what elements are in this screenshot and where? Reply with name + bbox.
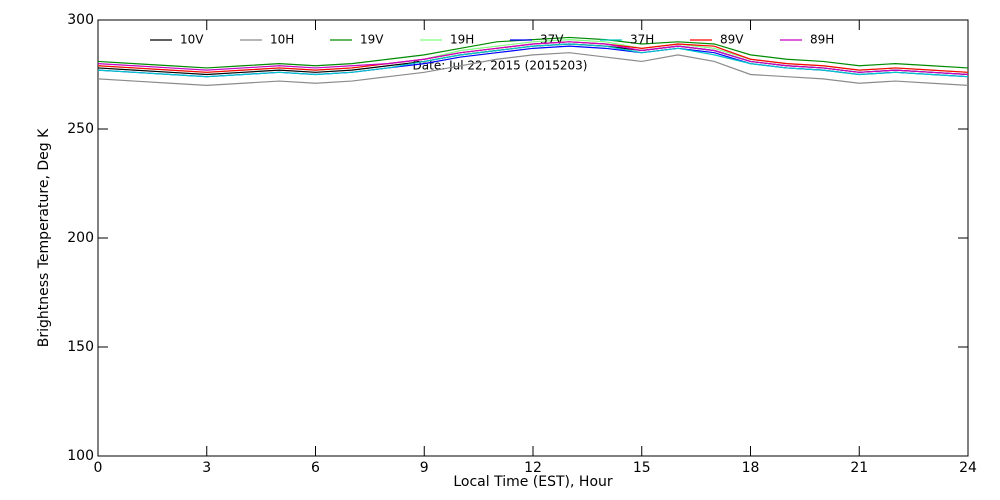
series-line (97, 52, 969, 87)
y-tick-label: 300 (67, 12, 94, 28)
x-tick-label: 0 (94, 460, 103, 476)
series-line (97, 36, 969, 69)
plot-frame (97, 19, 969, 457)
series-line (97, 41, 969, 76)
x-tick-label: 9 (420, 460, 429, 476)
y-tick-label: 150 (67, 339, 94, 355)
legend-label: 10H (270, 33, 294, 47)
legend-label: 89V (720, 33, 744, 47)
x-tick-label: 15 (633, 460, 651, 476)
y-tick-label: 200 (67, 230, 94, 246)
legend-label: 19V (360, 33, 384, 47)
x-tick-label: 24 (959, 460, 977, 476)
x-tick-label: 6 (311, 460, 320, 476)
legend-label: 10V (180, 33, 204, 47)
chart-title: Date: Jul 22, 2015 (2015203) (413, 59, 588, 73)
x-axis-label: Local Time (EST), Hour (453, 474, 613, 490)
y-tick-label: 100 (67, 448, 94, 464)
x-tick-label: 3 (202, 460, 211, 476)
legend-label: 89H (810, 33, 834, 47)
x-tick-label: 21 (850, 460, 868, 476)
x-tick-label: 12 (524, 460, 542, 476)
x-tick-label: 18 (742, 460, 760, 476)
legend-label: 37H (630, 33, 654, 47)
legend-label: 19H (450, 33, 474, 47)
series-line (97, 43, 969, 78)
y-axis-label: Brightness Temperature, Deg K (36, 128, 52, 347)
y-tick-label: 250 (67, 121, 94, 137)
